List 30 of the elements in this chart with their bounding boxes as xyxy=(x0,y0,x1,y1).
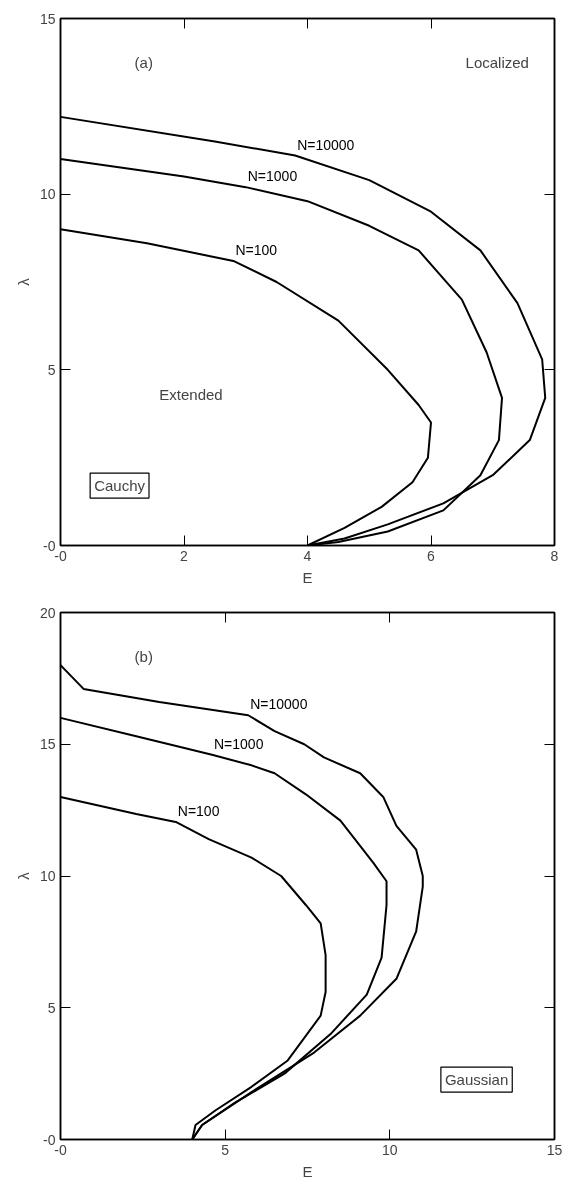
text: Cauchy xyxy=(94,477,146,495)
series-label: N=1000 xyxy=(247,168,298,185)
annotation: (a) xyxy=(134,54,153,72)
series-label: N=10000 xyxy=(250,696,308,713)
annotation: (b) xyxy=(134,648,153,666)
x-tick-label: 10 xyxy=(382,1141,398,1158)
text: Gaussian xyxy=(444,1071,509,1089)
y-axis-title: λ xyxy=(14,871,32,880)
series-label: N=100 xyxy=(235,241,278,258)
x-tick-label: 2 xyxy=(180,547,189,564)
x-tick-label: 15 xyxy=(546,1141,563,1158)
x-axis-title: E xyxy=(302,1162,313,1180)
x-tick-label: 6 xyxy=(427,547,436,564)
y-tick-label: 5 xyxy=(47,999,56,1016)
y-tick-label: 20 xyxy=(39,604,56,621)
y-axis-title: λ xyxy=(14,277,32,286)
y-tick-label: 5 xyxy=(47,361,56,378)
y-tick-label: 15 xyxy=(39,736,56,753)
y-tick-label: 10 xyxy=(39,186,56,203)
y-tick-label: 10 xyxy=(39,868,56,884)
series-label: N=1000 xyxy=(213,735,264,752)
x-tick-label: 8 xyxy=(550,547,559,564)
x-axis-title: E xyxy=(302,568,313,586)
annotation: Localized xyxy=(465,54,529,72)
x-tick-label: 5 xyxy=(221,1141,230,1158)
x-tick-label: 4 xyxy=(303,547,312,564)
series-label: N=100 xyxy=(177,802,220,819)
y-tick-label: 15 xyxy=(39,10,56,27)
annotation: Extended xyxy=(159,386,223,404)
series-label: N=10000 xyxy=(297,136,355,153)
